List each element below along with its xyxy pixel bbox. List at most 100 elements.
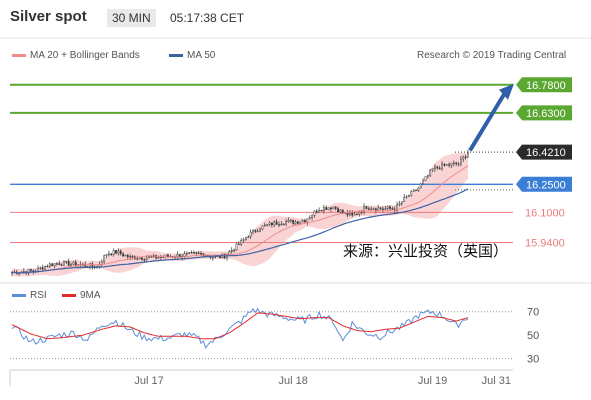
candle-body <box>299 221 302 224</box>
candle-body <box>256 230 259 233</box>
ma20-swatch <box>12 53 26 57</box>
candle-body <box>67 261 70 266</box>
rsi-swatch <box>12 293 26 297</box>
candle-body <box>389 206 391 209</box>
candle-body <box>356 213 358 216</box>
watermark-text: 来源：兴业投资（英国） <box>343 242 508 260</box>
candle-body <box>138 257 141 260</box>
ma20-line <box>11 165 469 274</box>
candle-body <box>384 208 387 210</box>
candle-body <box>412 189 415 192</box>
candle-body <box>419 183 422 189</box>
candle-body <box>211 257 214 259</box>
x-tick-Jul-18: Jul 18 <box>278 375 307 387</box>
candle-body <box>318 209 321 213</box>
level-tag-16.6300 <box>516 105 572 121</box>
legend-rsi-ma-label: 9MA <box>80 290 101 301</box>
candle-body <box>268 222 271 225</box>
candle-body <box>386 206 389 209</box>
candle-body <box>285 221 287 225</box>
candle-body <box>436 166 439 169</box>
candle-body <box>422 180 425 185</box>
legend-ma50: MA 50 <box>169 50 215 61</box>
candle-body <box>176 254 179 258</box>
candle-body <box>242 238 245 241</box>
candle-body <box>41 267 44 270</box>
level-label-16.1000: 16.1000 <box>525 207 565 219</box>
candle-body <box>254 229 257 232</box>
candle-body <box>457 163 460 165</box>
candle-body <box>112 250 115 256</box>
legend-ma20-label: MA 20 + Bollinger Bands <box>30 50 140 61</box>
candle-body <box>370 208 373 210</box>
candle-body <box>193 252 195 254</box>
level-label-16.6300: 16.6300 <box>526 108 566 120</box>
candle-body <box>107 253 110 256</box>
level-tag-16.7800 <box>516 77 572 93</box>
candle-body <box>306 218 309 223</box>
ma50-swatch <box>169 53 183 57</box>
candle-body <box>325 207 328 210</box>
candle-body <box>282 223 285 226</box>
candle-body <box>398 202 401 205</box>
candle-body <box>443 163 446 166</box>
candle-body <box>372 208 375 210</box>
candle-body <box>70 264 72 266</box>
legend-rsi-ma: 9MA <box>62 290 101 301</box>
candle-body <box>197 252 200 254</box>
candle-body <box>327 207 330 210</box>
candle-body <box>301 220 304 223</box>
candle-body <box>237 243 240 245</box>
candle-body <box>228 251 231 255</box>
rsi-tick-30: 30 <box>527 354 539 366</box>
candle-body <box>150 256 153 258</box>
candle-body <box>266 224 269 226</box>
candle-body <box>145 257 148 260</box>
candle-body <box>55 263 58 265</box>
candle-body <box>270 222 273 226</box>
candle-body <box>424 176 427 181</box>
candle-body <box>188 252 191 254</box>
legend-rsi-label: RSI <box>30 290 47 301</box>
candle-body <box>396 204 399 211</box>
candle-body <box>115 250 117 254</box>
candle-body <box>445 164 448 166</box>
candle-body <box>308 217 311 219</box>
candle-body <box>195 252 198 254</box>
candle-body <box>296 221 299 224</box>
candle-body <box>30 269 32 271</box>
candle-body <box>322 207 325 211</box>
candle-body <box>400 201 403 204</box>
candle-body <box>353 213 356 216</box>
candle-body <box>44 265 46 270</box>
candle-body <box>103 255 106 263</box>
candle-body <box>74 261 77 267</box>
timestamp: 05:17:38 CET <box>170 11 245 25</box>
candle-body <box>275 221 278 225</box>
candle-body <box>467 152 469 158</box>
candle-body <box>311 215 313 218</box>
candle-body <box>448 164 450 166</box>
candle-body <box>48 263 51 267</box>
copyright-note: Research © 2019 Trading Central <box>417 50 567 61</box>
candle-body <box>129 256 132 258</box>
candle-body <box>339 209 342 213</box>
candle-body <box>434 166 436 169</box>
candle-body <box>65 261 68 263</box>
level-label-16.2500: 16.2500 <box>526 179 566 191</box>
candle-body <box>235 243 238 251</box>
candle-body <box>157 257 160 259</box>
candle-body <box>360 211 363 213</box>
candle-body <box>417 187 420 191</box>
candle-body <box>367 208 370 210</box>
candle-body <box>39 267 42 269</box>
candle-body <box>294 221 297 224</box>
candle-body <box>391 208 394 210</box>
candle-body <box>450 163 453 166</box>
candle-body <box>405 196 408 198</box>
candle-body <box>452 162 455 164</box>
candle-body <box>32 270 35 272</box>
ma50-line <box>11 188 469 274</box>
candle-body <box>363 206 365 213</box>
interval-badge[interactable]: 30 MIN <box>107 9 156 27</box>
